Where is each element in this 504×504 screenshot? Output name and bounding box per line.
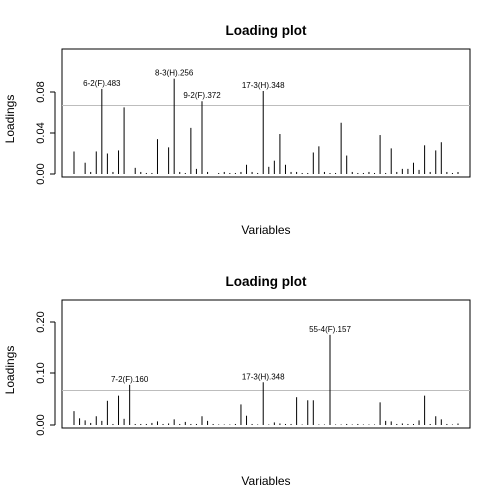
plot-frame — [61, 299, 471, 429]
bar-annotation: 8-3(H).256 — [155, 69, 194, 78]
annotation-group: 7-2(F).160 17-3(H).348 55-4(F).157 — [111, 325, 351, 384]
chart-title: Loading plot — [226, 274, 307, 289]
x-axis-label: Variables — [241, 474, 290, 488]
bar-annotation: 9-2(F).372 — [183, 91, 221, 100]
y-tick-label: 0.04 — [35, 122, 47, 143]
chart-title: Loading plot — [226, 23, 307, 38]
y-tick-label: 0.00 — [35, 163, 47, 184]
bar-annotation: 17-3(H).348 — [242, 81, 285, 90]
y-tick-label: 0.10 — [35, 362, 47, 383]
y-tick-label: 0.20 — [35, 311, 47, 332]
y-axis-label: Loadings — [3, 346, 17, 395]
loading-plot-bottom: Loading plot Variables Loadings 0.00 0.1… — [3, 274, 471, 488]
loading-plot-top: Loading plot Variables Loadings 0.00 0.0… — [3, 23, 471, 237]
bar-series — [73, 334, 459, 425]
bar-annotation: 55-4(F).157 — [309, 325, 351, 334]
y-tick-label: 0.00 — [35, 414, 47, 435]
bar-annotation: 17-3(H).348 — [242, 372, 285, 381]
bar-annotation: 7-2(F).160 — [111, 375, 149, 384]
plot-frame — [61, 48, 471, 178]
bar-annotation: 6-2(F).483 — [83, 79, 121, 88]
y-tick-label: 0.08 — [35, 81, 47, 102]
y-axis-label: Loadings — [3, 95, 17, 144]
bar-series — [73, 78, 459, 174]
annotation-group: 6-2(F).483 8-3(H).256 9-2(F).372 17-3(H).34… — [83, 69, 285, 101]
x-axis-label: Variables — [241, 223, 290, 237]
